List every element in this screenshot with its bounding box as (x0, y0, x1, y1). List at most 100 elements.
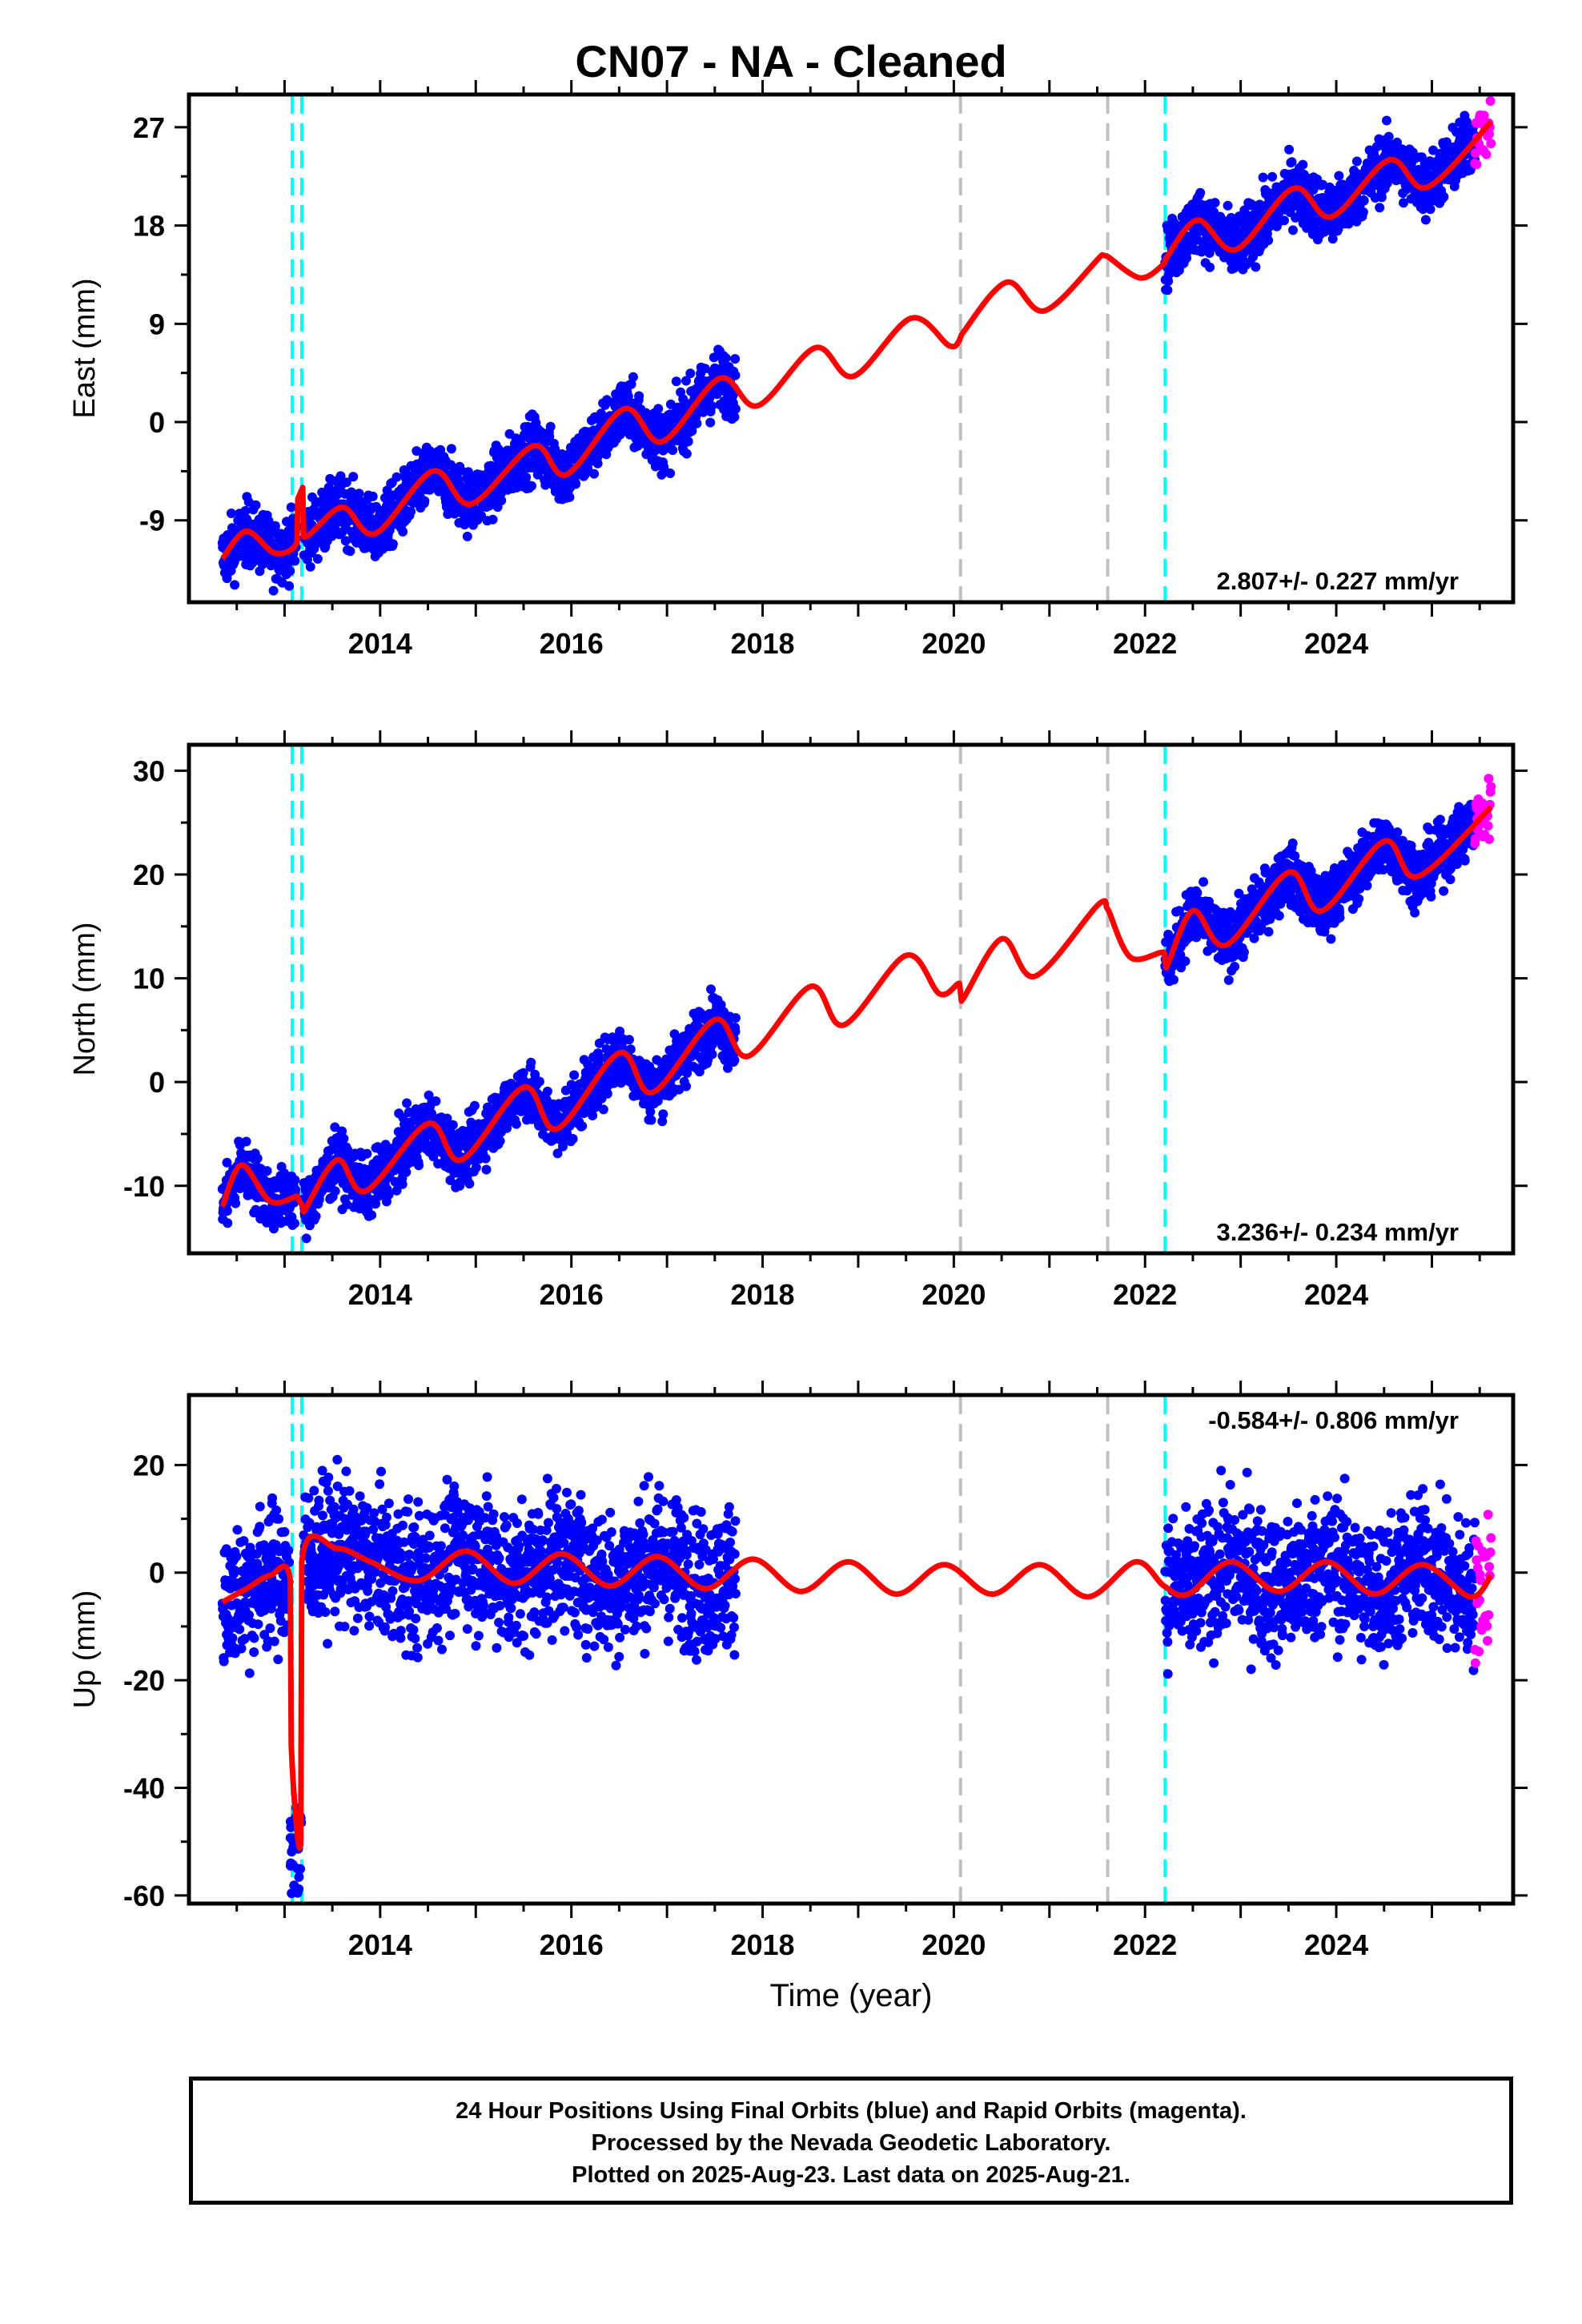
data-point (518, 1068, 528, 1078)
data-point (1287, 838, 1298, 848)
data-point (223, 1218, 233, 1228)
data-point (1180, 956, 1191, 967)
data-point (337, 1126, 347, 1136)
data-point (387, 539, 398, 549)
data-point (577, 1121, 588, 1132)
data-point (241, 1136, 251, 1147)
data-point (527, 480, 536, 491)
data-point (230, 580, 240, 590)
data-point (700, 364, 710, 374)
data-point (1481, 149, 1492, 159)
data-point (1290, 850, 1300, 861)
data-point (730, 1013, 741, 1023)
data-point (723, 1063, 733, 1073)
data-point (286, 502, 296, 513)
data-point (339, 1133, 349, 1144)
data-point (464, 471, 474, 481)
data-point (681, 1081, 691, 1092)
data-point (1230, 962, 1240, 971)
data-point (1195, 187, 1206, 198)
data-point (1343, 219, 1354, 229)
data-point (1192, 887, 1203, 898)
data-point (367, 491, 378, 501)
data-point (1359, 195, 1369, 206)
data-point (383, 1190, 394, 1200)
data-point (1484, 129, 1495, 139)
data-point (362, 1148, 372, 1159)
data-point (705, 417, 716, 428)
data-point (270, 521, 280, 531)
data-point (1263, 235, 1274, 246)
data-point (683, 436, 693, 447)
data-point (456, 465, 467, 476)
data-point (1263, 927, 1274, 937)
data-point (323, 482, 334, 493)
data-point (401, 1167, 412, 1177)
data-point (402, 1098, 412, 1108)
data-point (285, 566, 295, 576)
data-point (312, 553, 323, 564)
data-point (371, 1199, 381, 1209)
data-point (1199, 877, 1209, 887)
data-point (397, 1179, 408, 1189)
data-point (685, 368, 696, 379)
data-point (615, 1026, 625, 1036)
y-tick-label: 0 (149, 406, 165, 439)
data-point (1472, 159, 1482, 170)
data-point (1376, 192, 1387, 203)
data-point (290, 1175, 300, 1185)
data-point (414, 1160, 424, 1171)
data-point (721, 353, 731, 364)
data-point (562, 1128, 572, 1139)
data-point (301, 1233, 311, 1244)
data-point (668, 445, 678, 456)
data-point (226, 509, 236, 518)
data-point (681, 376, 691, 386)
data-point (1417, 175, 1427, 186)
data-point (488, 514, 498, 525)
data-point (730, 404, 741, 414)
data-point (729, 412, 740, 422)
data-point (589, 468, 599, 479)
data-point (681, 448, 692, 459)
data-point (222, 1206, 232, 1216)
data-point (657, 1116, 668, 1127)
data-point (345, 546, 355, 557)
data-point (1274, 911, 1284, 921)
data-point (526, 1057, 536, 1068)
data-point (545, 421, 556, 432)
x-tick-label: 2024 (1304, 627, 1368, 660)
data-point (330, 1122, 340, 1132)
data-point (269, 1224, 279, 1234)
data-point (1251, 262, 1261, 272)
data-point (367, 1210, 377, 1220)
data-point (568, 1134, 578, 1144)
data-point (1420, 215, 1431, 225)
data-point (340, 536, 351, 546)
data-point (428, 1152, 439, 1162)
data-point (707, 1049, 717, 1059)
data-point (1399, 198, 1408, 208)
data-point (1239, 947, 1249, 957)
data-point (1439, 191, 1449, 202)
data-point (707, 401, 717, 412)
data-point (730, 1027, 741, 1036)
data-point (1169, 975, 1178, 985)
data-point (634, 391, 644, 401)
data-point (1267, 171, 1278, 182)
data-point (1284, 144, 1295, 155)
data-point (1210, 198, 1220, 208)
data-point (588, 1111, 598, 1120)
rate-label: 2.807+/- 0.227 mm/yr (1217, 567, 1459, 595)
data-point (391, 472, 402, 482)
data-point (653, 404, 664, 414)
data-point (602, 1088, 612, 1099)
data-point (719, 396, 729, 406)
data-point (448, 1120, 458, 1130)
data-point (730, 354, 741, 364)
data-point (645, 1107, 656, 1117)
data-point (391, 1185, 402, 1196)
data-point (628, 372, 638, 382)
data-point (305, 561, 315, 572)
